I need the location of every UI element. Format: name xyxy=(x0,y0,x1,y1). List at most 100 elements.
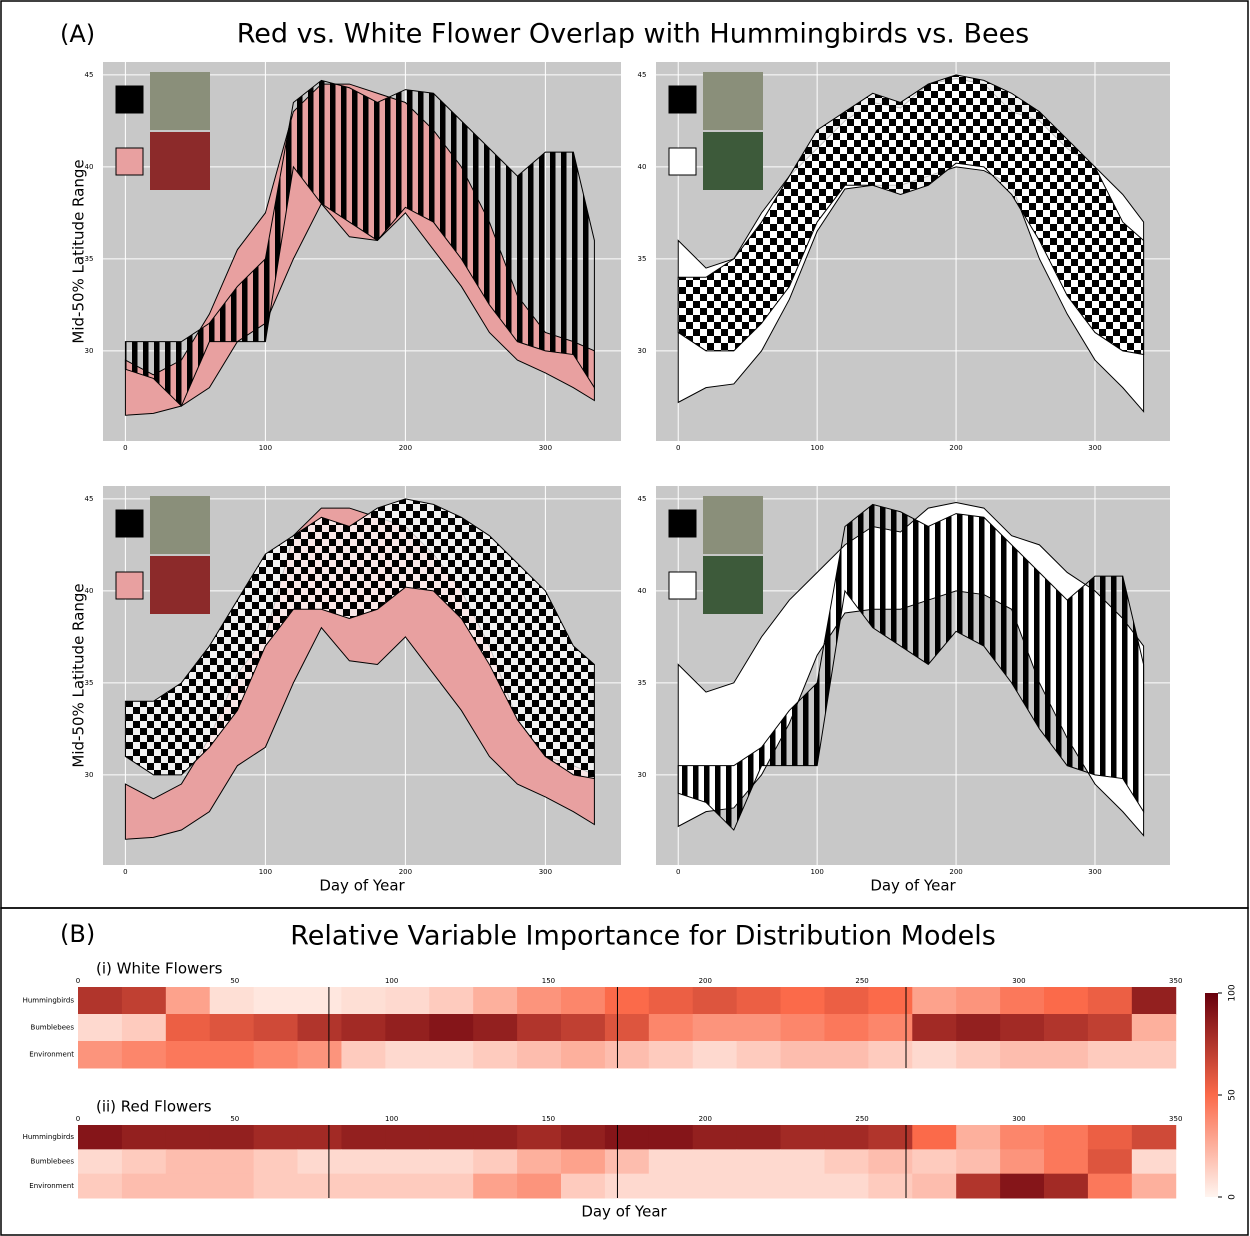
heat-cell xyxy=(297,987,342,1015)
x-tick-label: 0 xyxy=(123,444,127,452)
legend-swatch xyxy=(115,147,144,176)
heat-cell xyxy=(1087,1041,1133,1069)
heat-cell xyxy=(341,1149,386,1175)
x-tick-label: 200 xyxy=(399,444,412,452)
heat-cell xyxy=(1044,1014,1089,1042)
x-tick-label: 300 xyxy=(1088,444,1101,452)
heat-cell xyxy=(297,1149,342,1175)
heat-cell xyxy=(121,1014,167,1042)
heat-cell xyxy=(341,1014,386,1042)
x-tick-label: 350 xyxy=(1169,977,1182,985)
heat-cell xyxy=(297,1014,342,1042)
heatmap-title: (i) White Flowers xyxy=(96,960,223,978)
heat-cell xyxy=(868,987,913,1015)
heat-cell xyxy=(1131,1173,1177,1199)
heat-cell xyxy=(868,1014,913,1042)
x-tick-label: 0 xyxy=(676,444,680,452)
heat-cell xyxy=(736,1125,782,1150)
y-axis-label: Mid-50% Latitude Range xyxy=(70,159,88,343)
x-tick-label: 300 xyxy=(1012,977,1025,985)
heat-cell xyxy=(121,1149,167,1175)
heat-cell xyxy=(736,1014,782,1042)
heat-cell xyxy=(165,1149,211,1175)
heat-cell xyxy=(1000,1173,1045,1199)
x-tick-label: 250 xyxy=(855,1115,868,1123)
heat-cell xyxy=(473,987,518,1015)
x-axis-label: Day of Year xyxy=(319,877,405,895)
y-tick-label: 45 xyxy=(638,495,647,503)
x-tick-label: 200 xyxy=(699,977,712,985)
x-tick-label: 350 xyxy=(1169,1115,1182,1123)
heat-cell xyxy=(253,1014,299,1042)
x-tick-label: 100 xyxy=(385,977,398,985)
heat-cell xyxy=(78,1149,123,1175)
y-tick-label: 30 xyxy=(638,771,647,779)
heat-cell xyxy=(648,1149,694,1175)
heat-cell xyxy=(385,1149,430,1175)
legend-photo xyxy=(703,496,763,554)
heat-cell xyxy=(912,1014,957,1042)
x-tick-label: 0 xyxy=(123,868,127,876)
heat-cell xyxy=(209,1125,255,1150)
panel-title: Relative Variable Importance for Distrib… xyxy=(290,921,996,952)
heat-cell xyxy=(473,1014,518,1042)
heat-cell xyxy=(1087,1125,1133,1150)
heat-cell xyxy=(604,1014,650,1042)
heat-cell xyxy=(297,1173,342,1199)
heat-cell xyxy=(1000,1041,1045,1069)
x-tick-label: 100 xyxy=(259,444,272,452)
legend-swatch xyxy=(668,85,697,114)
heat-cell xyxy=(692,1014,738,1042)
heat-cell xyxy=(209,1173,255,1199)
heat-cell xyxy=(912,987,957,1015)
heat-cell xyxy=(1044,1125,1089,1150)
y-tick-label: 40 xyxy=(638,587,647,595)
heat-cell xyxy=(912,1041,957,1069)
heat-cell xyxy=(517,1014,562,1042)
heatmap-title: (ii) Red Flowers xyxy=(96,1098,212,1116)
heat-cell xyxy=(956,1014,1001,1042)
heat-cell xyxy=(824,1149,869,1175)
heat-cell xyxy=(824,987,869,1015)
heat-cell xyxy=(780,1014,825,1042)
heat-cell xyxy=(1000,987,1045,1015)
heat-cell xyxy=(868,1125,913,1150)
heat-cell xyxy=(78,1041,123,1069)
heat-cell xyxy=(604,1149,650,1175)
x-tick-label: 150 xyxy=(542,977,555,985)
heat-cell xyxy=(692,987,738,1015)
heat-cell xyxy=(1000,1014,1045,1042)
x-axis-label: Day of Year xyxy=(581,1203,667,1221)
heat-cell xyxy=(604,1041,650,1069)
y-tick-label: 35 xyxy=(638,679,647,687)
y-tick-label: 45 xyxy=(85,71,94,79)
heat-cell xyxy=(165,1125,211,1150)
legend-photo xyxy=(703,132,763,190)
heat-cell xyxy=(1131,1149,1177,1175)
row-label: Environment xyxy=(29,1051,74,1059)
row-label: Environment xyxy=(29,1182,74,1190)
heat-cell xyxy=(824,1014,869,1042)
heat-cell xyxy=(429,1125,474,1150)
heat-cell xyxy=(604,1125,650,1150)
heat-cell xyxy=(648,987,694,1015)
heat-cell xyxy=(165,1173,211,1199)
heat-cell xyxy=(165,1041,211,1069)
heat-cell xyxy=(429,1041,474,1069)
colorbar xyxy=(1205,993,1218,1197)
heat-cell xyxy=(1131,1125,1177,1150)
x-tick-label: 100 xyxy=(385,1115,398,1123)
legend-photo xyxy=(150,72,210,130)
x-tick-label: 300 xyxy=(1088,868,1101,876)
y-axis-label: Mid-50% Latitude Range xyxy=(70,583,88,767)
y-tick-label: 35 xyxy=(85,679,94,687)
heat-cell xyxy=(253,987,299,1015)
heat-cell xyxy=(121,1173,167,1199)
x-tick-label: 0 xyxy=(76,977,80,985)
x-tick-label: 200 xyxy=(399,868,412,876)
ribbon xyxy=(124,79,595,407)
heat-cell xyxy=(648,1041,694,1069)
x-tick-label: 200 xyxy=(949,868,962,876)
heat-cell xyxy=(912,1125,957,1150)
heat-cell xyxy=(121,1041,167,1069)
